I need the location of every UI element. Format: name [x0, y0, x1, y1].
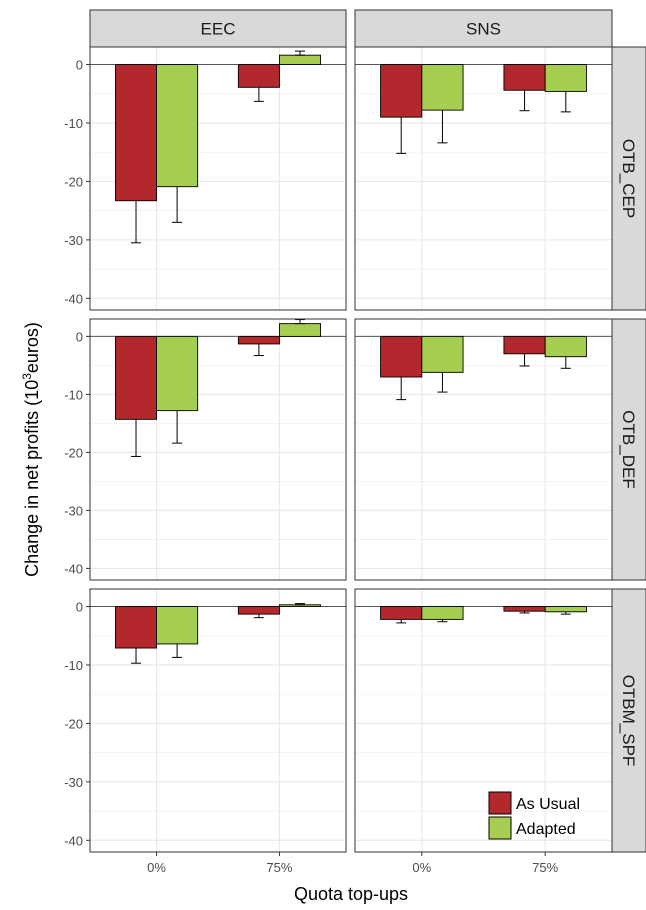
y-tick-label: -10	[64, 387, 83, 402]
bar-adapted-0pct	[156, 335, 199, 412]
y-axis-title-suffix: euros)	[22, 322, 42, 373]
bar-as-usual-75pct	[237, 606, 280, 615]
y-tick-label: -30	[64, 503, 83, 518]
panel-border	[89, 588, 347, 853]
bar-as-usual-75pct	[503, 606, 546, 612]
y-tick-label: -40	[64, 561, 83, 576]
bar-as-usual-0pct	[115, 64, 158, 202]
legend: As Usual Adapted	[488, 791, 580, 840]
y-axis-title: Change in net profits (103euros)	[20, 322, 42, 577]
bar-as-usual-0pct	[380, 335, 423, 378]
panel-eec-otb_cep	[89, 46, 347, 311]
panel-border	[89, 46, 347, 311]
legend-label-adapted: Adapted	[516, 821, 576, 838]
bar-as-usual-0pct	[380, 606, 423, 620]
y-tick-label: 0	[76, 58, 83, 73]
bar-adapted-75pct	[544, 64, 587, 92]
y-tick-label: -30	[64, 775, 83, 790]
panel-border	[89, 318, 347, 581]
x-tick-label: 0%	[147, 860, 166, 875]
y-tick-label: -20	[64, 716, 83, 731]
bar-adapted-75pct	[544, 606, 587, 613]
y-tick-label: 0	[76, 600, 83, 615]
strip-label-eec: EEC	[201, 20, 236, 39]
panel-border	[354, 46, 613, 311]
legend-label-as-usual: As Usual	[516, 796, 580, 813]
bar-as-usual-0pct	[115, 606, 158, 649]
bar-as-usual-0pct	[115, 335, 158, 420]
y-tick-label: 0	[76, 329, 83, 344]
x-tick-label: 0%	[412, 860, 431, 875]
strip-label-otb_cep: OTB_CEP	[619, 139, 638, 218]
bar-as-usual-75pct	[503, 335, 546, 355]
legend-swatch-as-usual	[488, 791, 512, 815]
strip-otb_cep	[611, 46, 646, 311]
strip-otb_def	[611, 318, 646, 581]
y-tick-label: -40	[64, 291, 83, 306]
panel-border	[354, 318, 613, 581]
strip-sns	[354, 9, 613, 48]
strip-eec	[89, 9, 347, 48]
bar-adapted-0pct	[421, 606, 464, 620]
bar-adapted-75pct	[278, 54, 321, 65]
bar-adapted-0pct	[156, 606, 199, 645]
y-tick-label: -20	[64, 445, 83, 460]
strip-label-otbm_spf: OTBM_SPF	[619, 675, 638, 767]
panel-background	[355, 589, 612, 852]
panel-sns-otb_def	[354, 318, 613, 581]
strip-otbm_spf	[611, 588, 646, 853]
y-tick-label: -30	[64, 233, 83, 248]
y-axis-title-prefix: Change in net profits (10	[22, 380, 42, 577]
bar-adapted-75pct	[278, 323, 321, 337]
bar-adapted-0pct	[156, 64, 199, 188]
panel-sns-otbm_spf	[354, 588, 613, 853]
strip-label-otb_def: OTB_DEF	[619, 410, 638, 488]
bar-adapted-0pct	[421, 64, 464, 111]
bar-as-usual-75pct	[237, 335, 280, 345]
legend-swatch-adapted	[488, 816, 512, 840]
x-tick-label: 75%	[532, 860, 558, 875]
panel-border	[354, 588, 613, 853]
bar-as-usual-75pct	[503, 64, 546, 91]
panel-sns-otb_cep	[354, 46, 613, 311]
bar-adapted-0pct	[421, 335, 464, 373]
x-tick-label: 75%	[266, 860, 292, 875]
y-tick-label: -20	[64, 174, 83, 189]
strip-label-sns: SNS	[466, 20, 501, 39]
bar-as-usual-0pct	[380, 64, 423, 118]
bar-adapted-75pct	[544, 335, 587, 358]
bar-as-usual-75pct	[237, 64, 280, 88]
panel-eec-otbm_spf	[89, 588, 347, 853]
panel-eec-otb_def	[89, 318, 347, 581]
y-tick-label: -10	[64, 658, 83, 673]
x-axis-title: Quota top-ups	[294, 884, 408, 904]
y-tick-label: -40	[64, 833, 83, 848]
y-tick-label: -10	[64, 116, 83, 131]
y-axis-title-exponent: 3	[20, 373, 34, 380]
